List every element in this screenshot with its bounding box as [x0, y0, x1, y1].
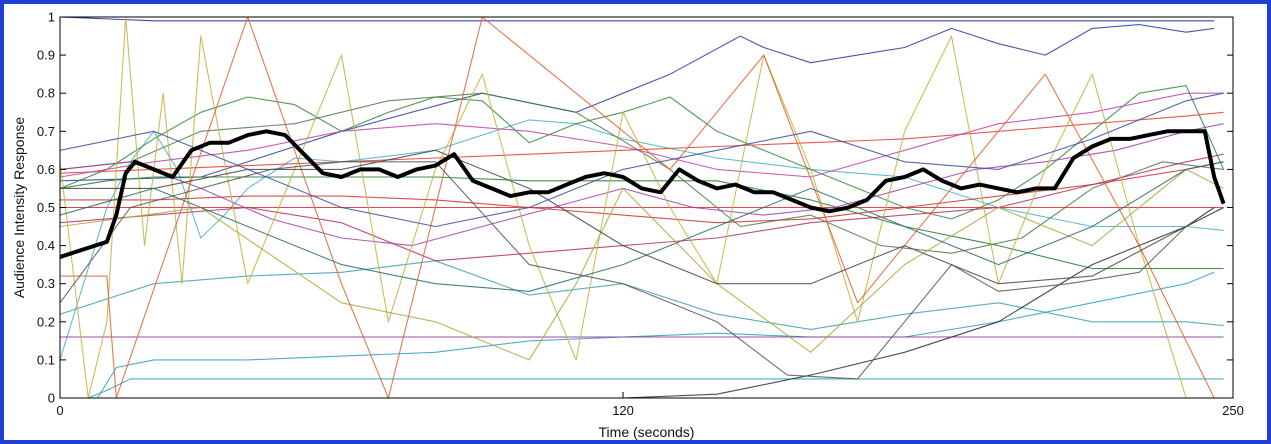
y-tick-label: 0.4 — [37, 238, 55, 253]
y-tick-label: 1 — [48, 10, 55, 25]
series-layer — [60, 17, 1226, 398]
series-line-20 — [60, 207, 1215, 398]
y-tick-label: 0.2 — [37, 314, 55, 329]
series-line-1 — [60, 17, 1215, 22]
y-tick-label: 0.7 — [37, 124, 55, 139]
y-tick-label: 0.5 — [37, 200, 55, 215]
series-line-13 — [60, 153, 1224, 262]
series-line-17 — [60, 17, 1224, 398]
series-line-24 — [60, 92, 1224, 228]
y-tick-label: 0.8 — [37, 86, 55, 101]
series-line-11 — [60, 111, 1224, 174]
y-tick-label: 0.1 — [37, 352, 55, 367]
series-line-22 — [60, 161, 1224, 380]
y-tick-label: 0 — [48, 391, 55, 406]
x-tick-label: 120 — [612, 403, 634, 418]
y-tick-label: 0.9 — [37, 48, 55, 63]
axis-ticks: 0 0.1 0.2 0.3 0.4 0.5 0.6 0.7 0.8 0.9 1 0 120 250 — [37, 10, 1244, 419]
series-line-7 — [60, 176, 1224, 270]
series-line-23 — [60, 161, 1224, 292]
x-tick-label: 0 — [56, 403, 63, 418]
y-axis-label: Audience Intensity Response — [11, 117, 27, 299]
x-axis-label: Time (seconds) — [599, 424, 695, 440]
series-line-18 — [60, 168, 1224, 361]
series-line-average — [60, 129, 1226, 259]
series-line-6 — [60, 260, 1224, 330]
series-line-2 — [60, 24, 1215, 182]
x-tick-label: 250 — [1222, 403, 1244, 418]
series-line-12 — [60, 161, 1224, 224]
series-line-21 — [60, 149, 1224, 285]
series-line-19 — [60, 17, 1215, 398]
series-line-3 — [60, 378, 1224, 398]
y-tick-label: 0.6 — [37, 162, 55, 177]
series-line-8 — [60, 85, 1225, 220]
series-line-9 — [60, 92, 1224, 254]
y-tick-label: 0.3 — [37, 276, 55, 291]
series-line-16 — [60, 92, 1224, 178]
series-line-14 — [60, 123, 1224, 247]
